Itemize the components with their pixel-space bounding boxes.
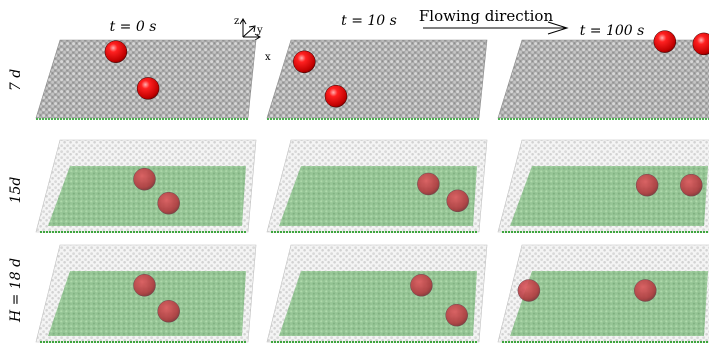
column-label-2: t = 100 s bbox=[580, 23, 645, 39]
panel-r1-c2 bbox=[497, 139, 709, 233]
column-label-1: t = 10 s bbox=[341, 13, 397, 29]
red-sphere bbox=[293, 50, 316, 74]
red-sphere bbox=[324, 84, 348, 108]
panel-r0-c0 bbox=[35, 39, 257, 120]
particle-haze bbox=[498, 245, 709, 342]
flow-arrow-icon bbox=[423, 21, 569, 35]
panel-r2-c0 bbox=[35, 244, 257, 343]
axis-z-label: z bbox=[234, 16, 239, 27]
red-sphere bbox=[634, 279, 657, 302]
panel-r1-c0 bbox=[35, 139, 257, 233]
row-label-0: 7 d bbox=[8, 69, 24, 91]
axis-y-label: y bbox=[256, 25, 263, 36]
red-sphere bbox=[635, 173, 659, 197]
red-sphere bbox=[680, 173, 703, 197]
red-sphere bbox=[692, 32, 709, 56]
red-sphere bbox=[446, 189, 469, 213]
row-label-2: H = 18 d bbox=[8, 258, 24, 323]
green-bed-floor bbox=[510, 271, 708, 336]
panel-r2-c1 bbox=[266, 244, 488, 343]
column-label-0: t = 0 s bbox=[110, 19, 157, 35]
particle-haze bbox=[498, 140, 709, 232]
green-bed-floor bbox=[48, 166, 246, 226]
green-bed-floor bbox=[510, 166, 708, 226]
panel-r2-c2 bbox=[497, 244, 709, 343]
red-sphere bbox=[417, 172, 440, 196]
flow-direction-label: Flowing direction bbox=[419, 7, 554, 25]
red-sphere bbox=[445, 303, 468, 327]
panel-r1-c1 bbox=[266, 139, 488, 233]
red-sphere bbox=[133, 167, 156, 191]
red-sphere bbox=[517, 279, 541, 302]
red-sphere bbox=[157, 300, 180, 323]
panels-grid bbox=[35, 30, 709, 343]
panel-r0-c2 bbox=[497, 30, 709, 120]
red-sphere bbox=[410, 274, 433, 297]
particle-haze bbox=[267, 245, 487, 342]
green-bed-floor bbox=[48, 271, 246, 336]
particle-haze bbox=[267, 140, 487, 232]
red-sphere bbox=[104, 40, 128, 63]
red-sphere bbox=[653, 30, 677, 53]
granular-bed-opaque bbox=[497, 39, 709, 119]
red-sphere bbox=[133, 274, 156, 297]
row-label-1: 15d bbox=[8, 177, 24, 204]
axis-x-label: x bbox=[265, 52, 271, 63]
axes-icon bbox=[239, 18, 261, 41]
panel-r0-c1 bbox=[266, 39, 488, 120]
red-sphere bbox=[157, 191, 180, 215]
red-sphere bbox=[136, 77, 160, 100]
